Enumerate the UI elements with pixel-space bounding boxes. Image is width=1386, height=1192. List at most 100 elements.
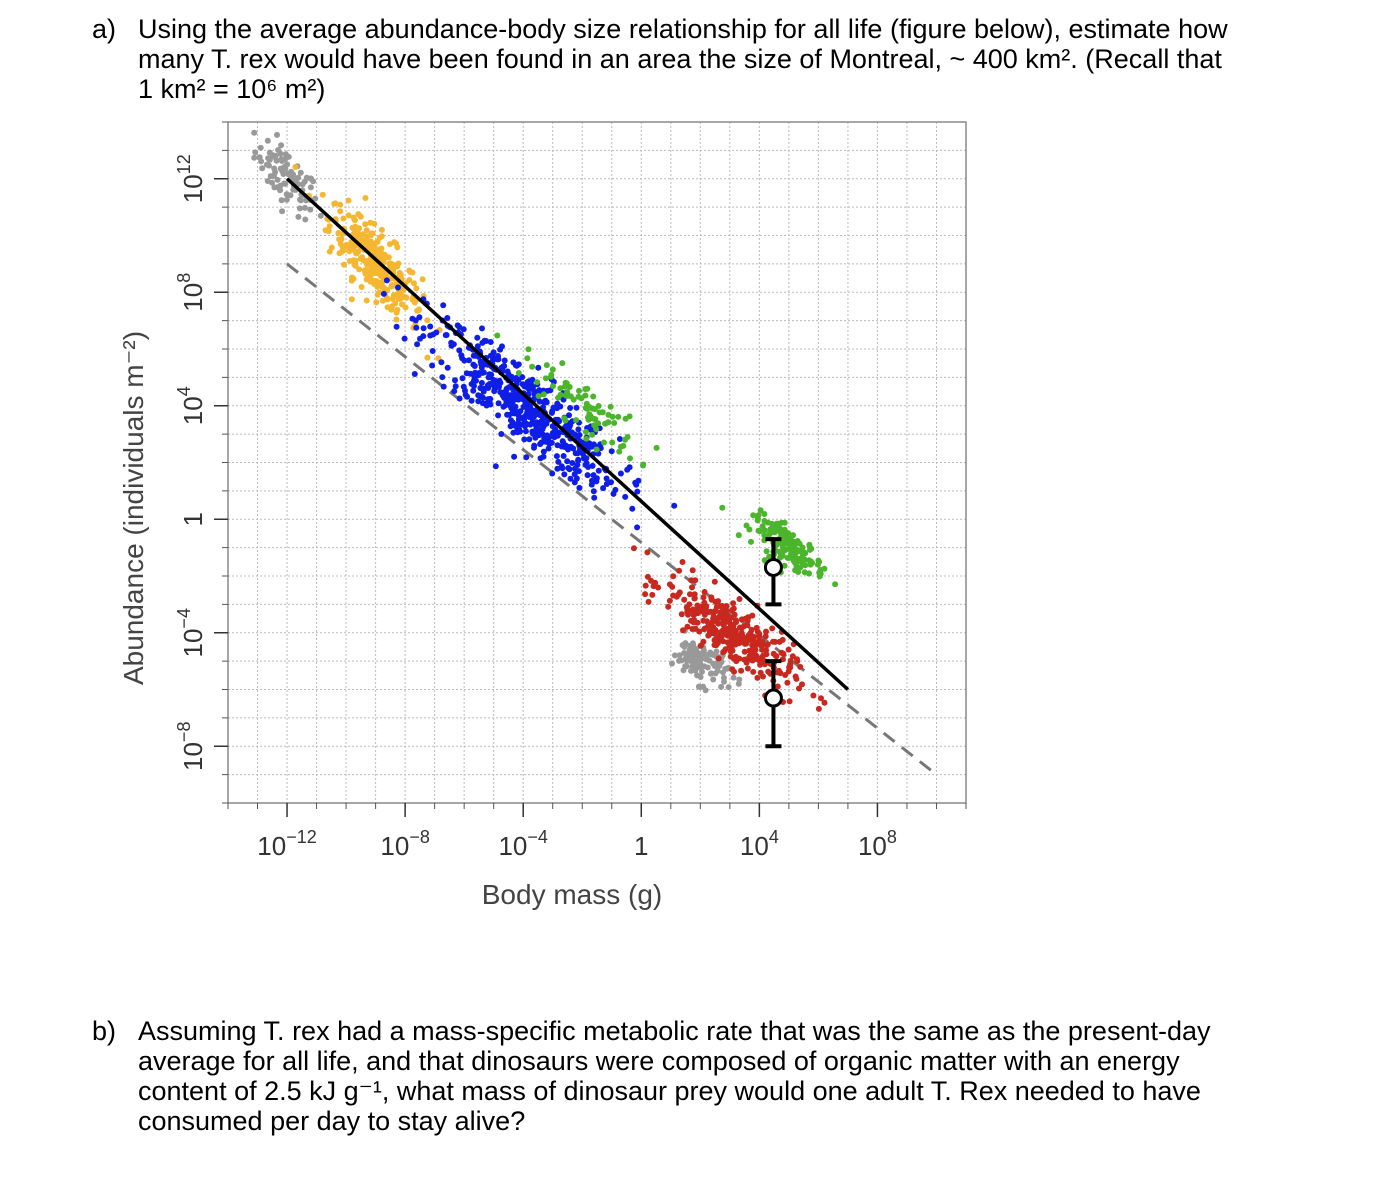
data-point — [499, 343, 505, 350]
data-point — [608, 448, 615, 455]
data-point — [427, 323, 434, 330]
data-point — [714, 668, 721, 674]
data-point — [784, 554, 791, 561]
data-point — [735, 680, 742, 687]
data-point — [515, 370, 522, 376]
data-point — [394, 244, 401, 251]
data-point — [700, 594, 707, 601]
data-point — [801, 569, 808, 576]
question-a-line: 1 km² = 10⁶ m²) — [138, 74, 326, 104]
data-point — [353, 250, 360, 257]
data-point — [684, 608, 691, 615]
data-point — [494, 356, 501, 363]
data-point — [509, 410, 516, 417]
data-point — [399, 301, 405, 308]
data-point — [561, 383, 568, 390]
data-point — [687, 591, 693, 598]
data-point — [583, 460, 590, 467]
data-point — [627, 455, 633, 462]
data-point — [257, 144, 264, 151]
data-point — [495, 412, 502, 419]
data-point — [699, 608, 706, 615]
data-point — [379, 297, 386, 304]
data-point — [545, 445, 552, 452]
data-point — [676, 652, 683, 659]
data-point — [713, 604, 720, 610]
data-point — [694, 672, 701, 679]
data-point — [377, 253, 384, 260]
data-point — [259, 165, 266, 172]
data-point — [571, 471, 578, 478]
data-point — [256, 154, 263, 161]
data-point — [521, 415, 528, 422]
data-point — [519, 381, 526, 388]
data-point — [554, 432, 561, 439]
data-point — [362, 195, 369, 201]
data-point — [735, 532, 742, 539]
data-point — [697, 684, 704, 691]
data-point — [332, 200, 339, 207]
data-point — [277, 165, 284, 172]
data-point — [688, 577, 695, 584]
data-point — [554, 442, 561, 449]
data-point — [265, 155, 272, 162]
data-point — [370, 278, 377, 285]
data-point — [424, 354, 431, 361]
data-point — [396, 289, 403, 296]
data-point — [729, 647, 736, 654]
data-point — [339, 243, 346, 250]
x-tick-label: 10−8 — [380, 827, 429, 861]
data-point — [684, 654, 690, 661]
data-point — [532, 411, 539, 418]
data-point — [515, 361, 522, 368]
data-point — [718, 683, 725, 690]
error-bar-point — [763, 557, 783, 577]
data-point — [296, 205, 303, 212]
data-point — [772, 652, 779, 659]
data-point — [487, 395, 494, 402]
data-point — [600, 439, 607, 446]
data-point — [617, 470, 624, 477]
fit-line-layer — [285, 177, 850, 691]
data-point — [590, 441, 597, 448]
data-point — [412, 317, 419, 324]
data-point — [378, 273, 384, 280]
data-point — [799, 550, 806, 556]
data-point — [266, 149, 273, 156]
data-point — [768, 520, 775, 527]
data-point — [589, 462, 596, 469]
data-point — [420, 325, 427, 332]
data-point — [774, 683, 781, 690]
y-tick-label: 10−4 — [174, 608, 208, 657]
data-point — [287, 192, 294, 199]
data-point — [589, 431, 596, 438]
data-point — [373, 299, 380, 306]
data-point — [317, 212, 324, 219]
data-point — [787, 661, 794, 668]
data-point — [587, 426, 594, 433]
data-point — [326, 223, 333, 230]
data-point — [508, 398, 514, 405]
data-point — [307, 206, 314, 213]
x-tick-label: 10−4 — [498, 827, 547, 861]
data-point — [549, 470, 556, 477]
data-point — [815, 557, 822, 564]
data-point — [543, 399, 550, 406]
data-point — [754, 674, 761, 681]
data-point — [692, 625, 699, 632]
data-point — [670, 573, 677, 580]
data-point — [487, 352, 494, 359]
data-point — [555, 394, 562, 401]
data-point — [567, 443, 574, 450]
data-point — [629, 505, 636, 512]
data-point — [721, 678, 727, 685]
data-point — [595, 420, 602, 427]
question-a-label: a) — [92, 14, 117, 44]
data-point — [297, 169, 304, 176]
data-point — [380, 290, 387, 297]
data-point — [561, 415, 568, 422]
data-point — [338, 248, 345, 255]
data-point — [722, 614, 728, 621]
data-point — [744, 615, 751, 622]
data-point — [479, 394, 486, 401]
